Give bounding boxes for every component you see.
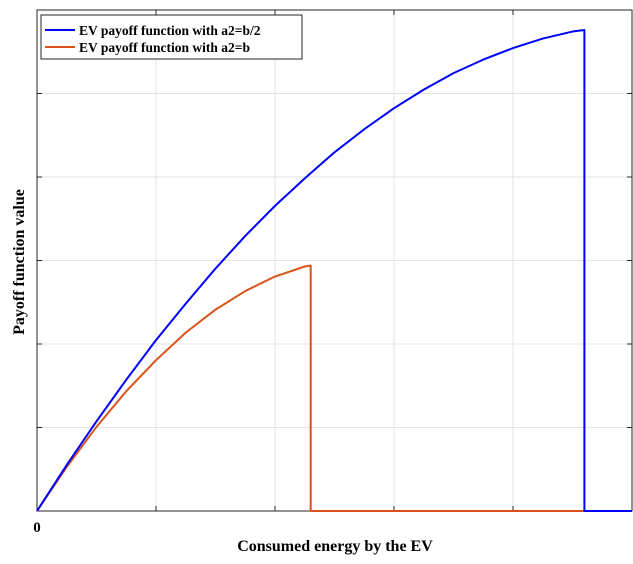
y-axis-label: Payoff function value [11,189,28,335]
x-axis-label: Consumed energy by the EV [237,538,433,555]
grid [37,10,632,511]
legend-label-2: EV payoff function with a2=b [79,40,250,55]
legend-box [40,14,303,60]
series-line-2 [36,264,632,512]
legend: EV payoff function with a2=b/2 EV payoff … [40,14,303,60]
series-line-1 [36,29,632,512]
series-lines [36,29,632,512]
legend-label-1: EV payoff function with a2=b/2 [79,23,261,38]
axis-ticks [37,10,632,511]
x-tick-labels: 0 [33,520,41,536]
x-tick-label: 0 [33,520,41,536]
